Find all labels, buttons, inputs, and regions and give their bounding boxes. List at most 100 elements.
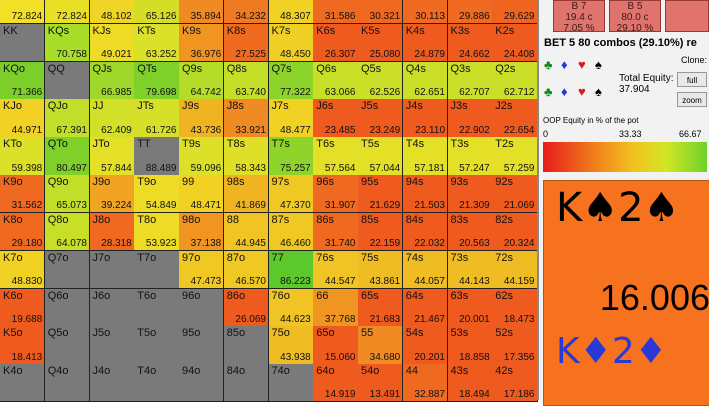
hand-cell[interactable]: Q7s 77.322	[268, 61, 314, 100]
hand-cell[interactable]: 96o	[179, 288, 225, 327]
hand-cell[interactable]: Q5o	[44, 326, 90, 365]
hand-cell[interactable]: T6s 57.564	[313, 137, 359, 176]
hand-cell[interactable]: KJo 44.971	[0, 99, 46, 138]
hand-cell[interactable]: 86o 26.069	[223, 288, 269, 327]
hand-cell[interactable]: T8o 53.923	[134, 212, 180, 252]
hand-cell[interactable]: QQ	[44, 61, 90, 100]
hand-cell[interactable]: JTo 57.844	[89, 137, 135, 176]
hand-cell[interactable]: Q2s 62.712	[492, 61, 538, 100]
hand-cell[interactable]: Q9s 64.742	[179, 61, 225, 100]
hand-cell[interactable]: 98s 41.869	[223, 175, 269, 214]
hand-cell[interactable]: J4o	[89, 364, 135, 403]
club-icon-2[interactable]: ♣	[544, 84, 553, 99]
hand-cell[interactable]: KTo 59.398	[0, 137, 46, 176]
hand-cell[interactable]: 75s 43.861	[358, 250, 404, 290]
hand-cell[interactable]: QJs 66.985	[89, 61, 135, 100]
hand-cell[interactable]: K5o 18.413	[0, 326, 46, 365]
hand-cell[interactable]: 87s 46.460	[268, 212, 314, 252]
hand-cell[interactable]: Q9o 65.073	[44, 175, 90, 214]
hand-cell[interactable]: JJ 62.409	[89, 99, 135, 138]
hand-cell[interactable]: K5s 25.080	[358, 23, 404, 63]
hand-cell[interactable]: 64s 21.467	[402, 288, 448, 327]
hand-cell[interactable]: T3s 57.247	[447, 137, 493, 176]
hand-cell[interactable]: 95o	[179, 326, 225, 365]
hand-cell[interactable]: K4s 24.879	[402, 23, 448, 63]
hand-cell[interactable]: 97o 47.473	[179, 250, 225, 290]
hand-cell[interactable]: 97s 47.370	[268, 175, 314, 214]
hand-cell[interactable]: J6s 23.485	[313, 99, 359, 138]
hand-cell[interactable]: 99 48.471	[179, 175, 225, 214]
hand-cell[interactable]: T8s 58.343	[223, 137, 269, 176]
hand-cell[interactable]: T5o	[134, 326, 180, 365]
hand-cell[interactable]: J9s 43.736	[179, 99, 225, 138]
hand-cell[interactable]: AJs48.102	[89, 0, 135, 25]
hand-cell[interactable]: J3s 22.902	[447, 99, 493, 138]
hand-cell[interactable]: K2s 24.408	[492, 23, 538, 63]
hand-cell[interactable]: 73s 44.143	[447, 250, 493, 290]
hand-cell[interactable]: KTs 63.252	[134, 23, 180, 63]
hand-cell[interactable]: 65o 15.060	[313, 326, 359, 365]
hand-cell[interactable]: JTs 61.726	[134, 99, 180, 138]
zoom-button[interactable]: zoom	[677, 92, 707, 107]
hand-cell[interactable]: 72s 44.159	[492, 250, 538, 290]
hand-cell[interactable]: T4o	[134, 364, 180, 403]
spade-icon-2[interactable]: ♠	[595, 84, 602, 99]
hand-cell[interactable]: QTo 80.497	[44, 137, 90, 176]
hand-cell[interactable]: 62s 18.473	[492, 288, 538, 327]
hand-cell[interactable]: A3s29.886	[447, 0, 493, 25]
hand-cell[interactable]: 54o 13.491	[358, 364, 404, 403]
hand-cell[interactable]: T4s 57.181	[402, 137, 448, 176]
hand-cell[interactable]: A4s30.113	[402, 0, 448, 25]
hand-cell[interactable]: 76s 44.547	[313, 250, 359, 290]
diamond-icon-2[interactable]: ♦	[561, 84, 568, 99]
hand-cell[interactable]: 88 44.945	[223, 212, 269, 252]
hand-cell[interactable]: K7o 48.830	[0, 250, 46, 290]
hand-cell[interactable]: 77 86.223	[268, 250, 314, 290]
hand-cell[interactable]: K9o 31.562	[0, 175, 46, 214]
hand-cell[interactable]: J5s 23.249	[358, 99, 404, 138]
hand-cell[interactable]: 94s 21.503	[402, 175, 448, 214]
hand-cell[interactable]: Q5s 62.526	[358, 61, 404, 100]
hand-cell[interactable]: 83s 20.563	[447, 212, 493, 252]
hand-cell[interactable]: Q7o	[44, 250, 90, 290]
hand-cell[interactable]: QJo 67.391	[44, 99, 90, 138]
heart-icon-2[interactable]: ♥	[578, 84, 586, 99]
hand-cell[interactable]: AKs72.824	[0, 0, 46, 25]
hand-cell[interactable]: KJs 49.021	[89, 23, 135, 63]
hand-cell[interactable]: 85s 22.159	[358, 212, 404, 252]
hand-cell[interactable]: Q4o	[44, 364, 90, 403]
hand-cell[interactable]: AQs72.824	[44, 0, 90, 25]
hand-cell[interactable]: KK	[0, 23, 46, 63]
hand-cell[interactable]: QTs 79.698	[134, 61, 180, 100]
hand-cell[interactable]: 64o 14.919	[313, 364, 359, 403]
hand-cell[interactable]: J5o	[89, 326, 135, 365]
hand-cell[interactable]: J8o 28.318	[89, 212, 135, 252]
hand-cell[interactable]: J4s 23.110	[402, 99, 448, 138]
hand-cell[interactable]: A7s48.307	[268, 0, 314, 25]
hand-cell[interactable]: 98o 37.138	[179, 212, 225, 252]
hand-cell[interactable]: A6s31.586	[313, 0, 359, 25]
hand-cell[interactable]: 84s 22.032	[402, 212, 448, 252]
hand-cell[interactable]: T9s 59.096	[179, 137, 225, 176]
hand-cell[interactable]: Q4s 62.651	[402, 61, 448, 100]
hand-cell[interactable]: J6o	[89, 288, 135, 327]
diamond-icon-1[interactable]: ♦	[561, 57, 568, 72]
hand-cell[interactable]: 96s 31.907	[313, 175, 359, 214]
hand-cell[interactable]: A2s29.629	[492, 0, 538, 25]
hand-cell[interactable]: 66 37.768	[313, 288, 359, 327]
hand-cell[interactable]: K6o 19.688	[0, 288, 46, 327]
hand-cell[interactable]: Q3s 62.707	[447, 61, 493, 100]
hand-cell[interactable]: J9o 39.224	[89, 175, 135, 214]
hand-cell[interactable]: K9s 36.976	[179, 23, 225, 63]
hand-cell[interactable]: K3s 24.662	[447, 23, 493, 63]
hand-cell[interactable]: J7s 48.477	[268, 99, 314, 138]
hand-cell[interactable]: A8s34.232	[223, 0, 269, 25]
hand-cell[interactable]: T2s 57.259	[492, 137, 538, 176]
hand-cell[interactable]: 94o	[179, 364, 225, 403]
hand-cell[interactable]: K4o	[0, 364, 46, 403]
hand-cell[interactable]: 53s 18.858	[447, 326, 493, 365]
hand-cell[interactable]: 52s 17.356	[492, 326, 538, 365]
hand-cell[interactable]: 65s 21.683	[358, 288, 404, 327]
hand-cell[interactable]: 87o 46.570	[223, 250, 269, 290]
hand-cell[interactable]: K7s 48.450	[268, 23, 314, 63]
